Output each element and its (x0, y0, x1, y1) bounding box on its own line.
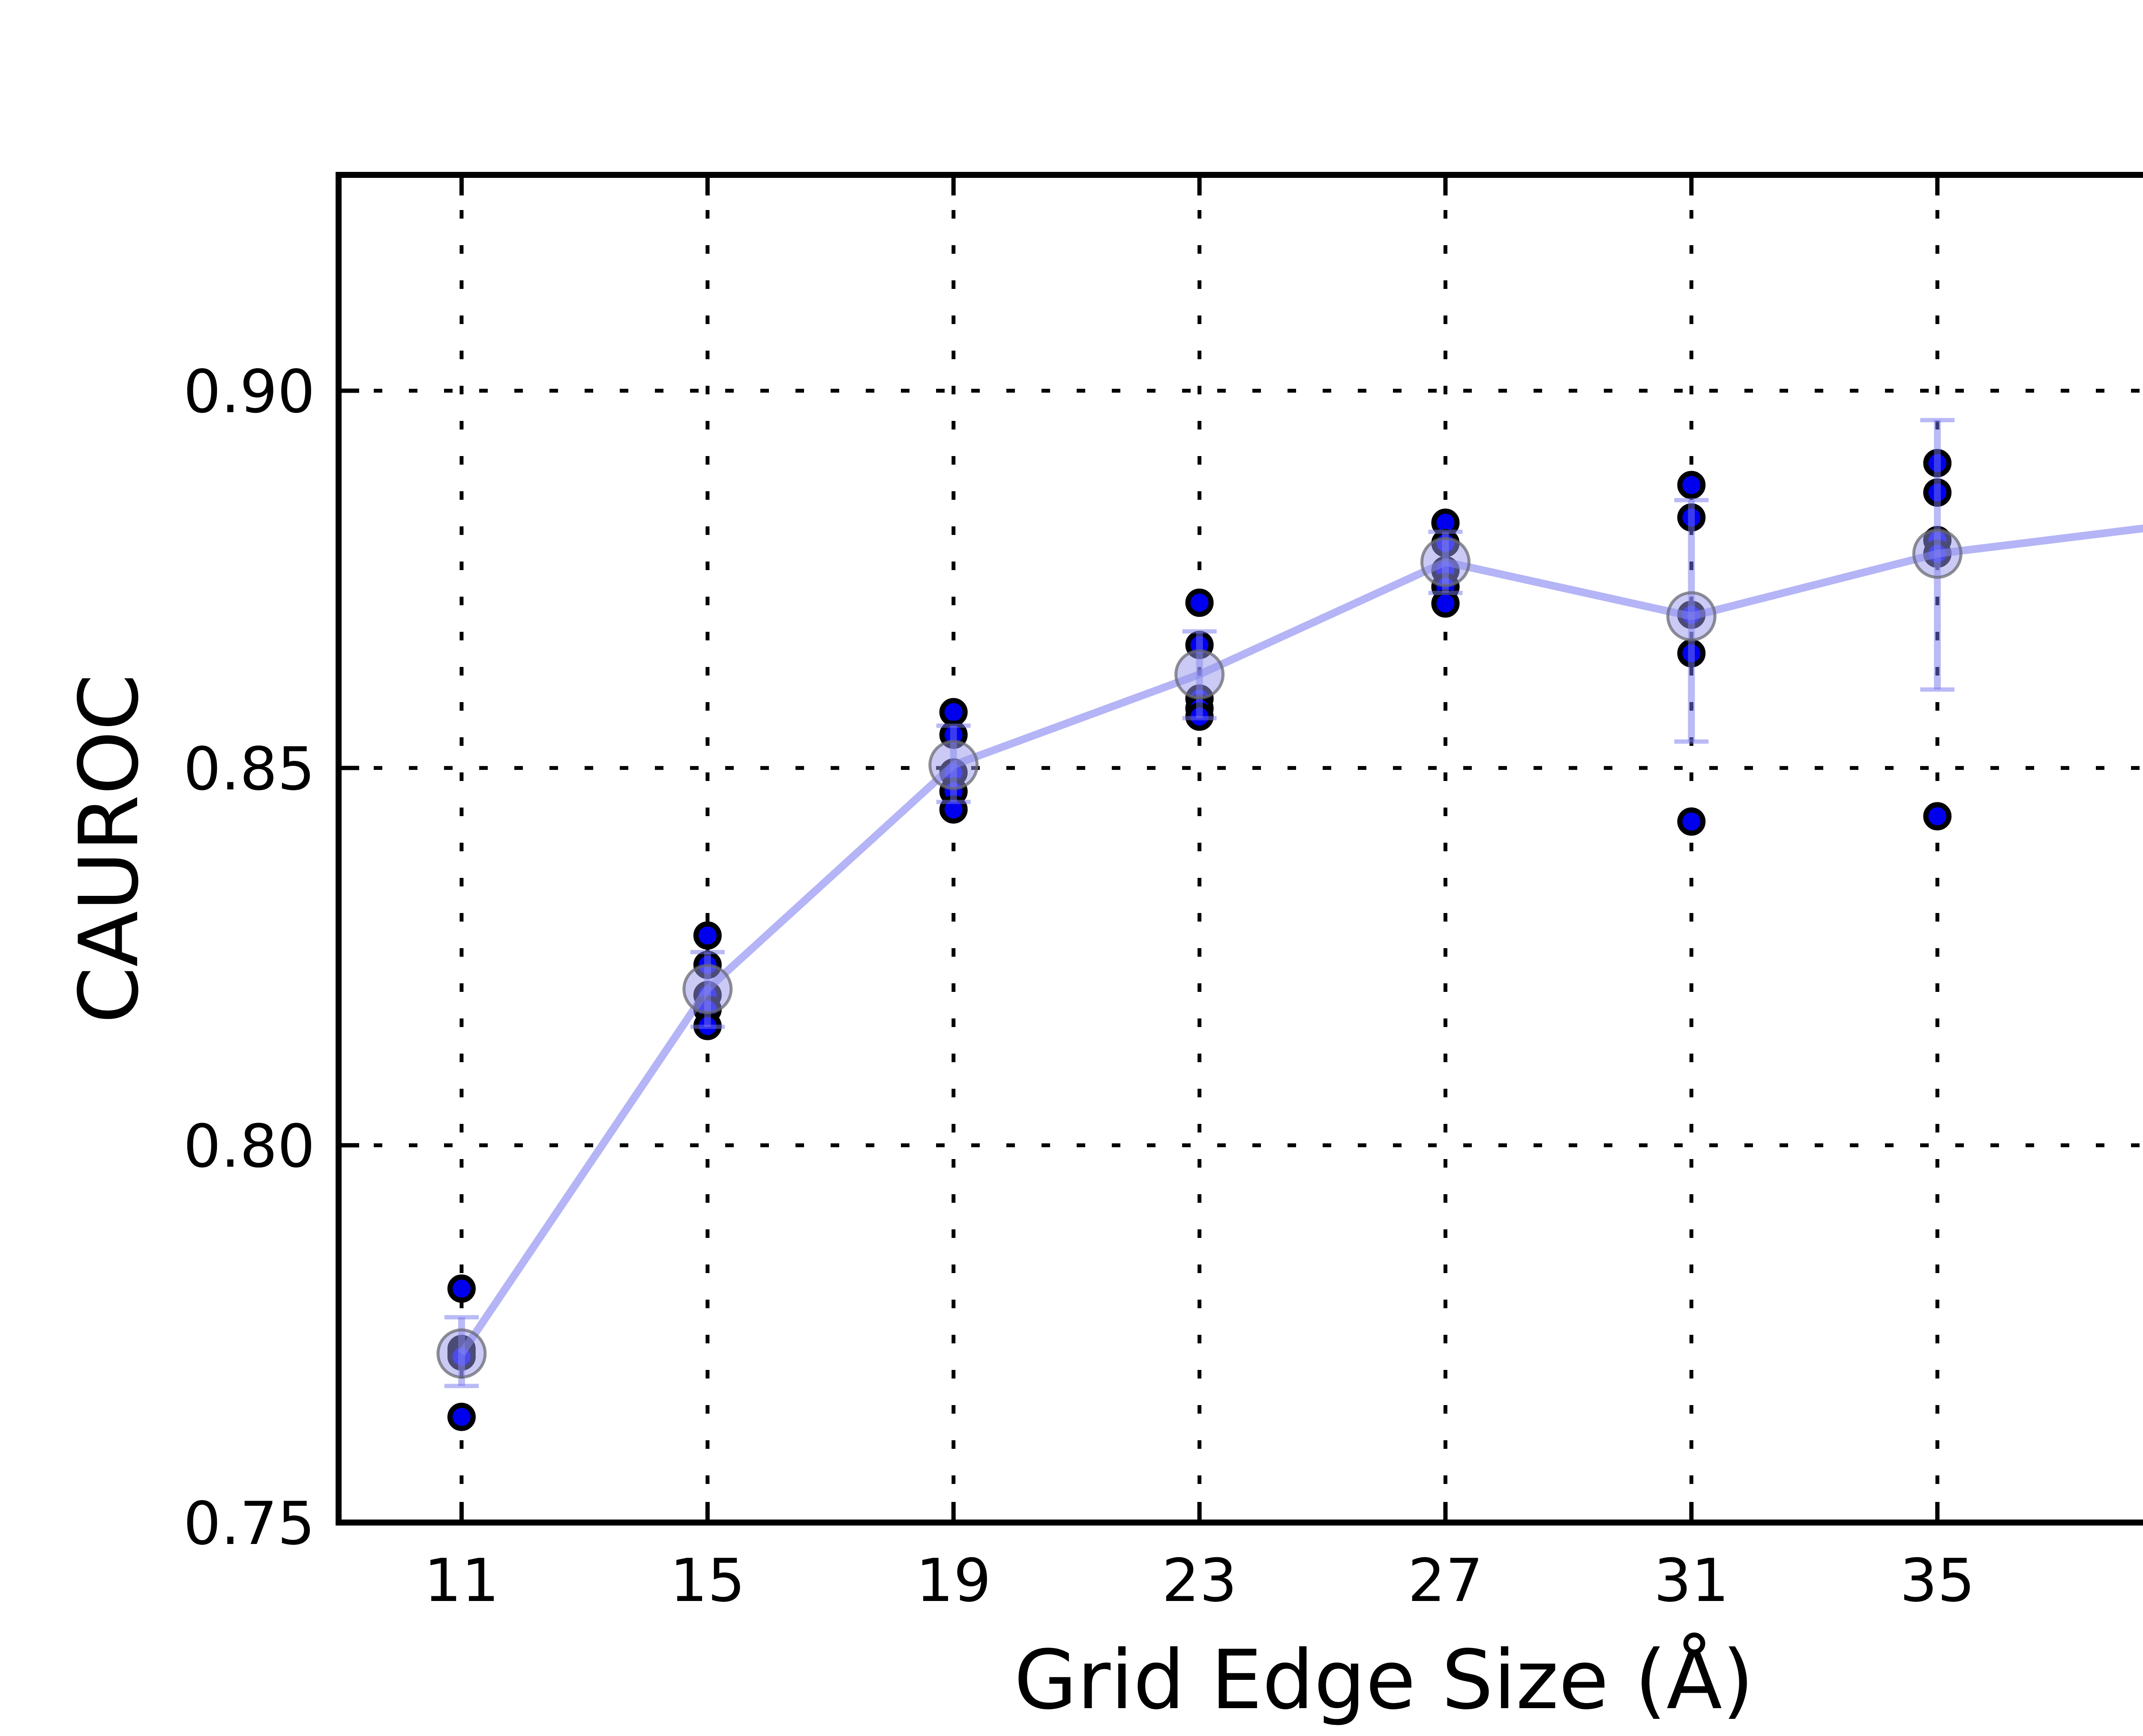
x-tick-label: 35 (1900, 1546, 1975, 1615)
mean-marker (1420, 537, 1471, 587)
mean-marker (928, 740, 979, 790)
mean-marker (436, 1328, 487, 1379)
run-point (447, 1274, 476, 1303)
mean-markers (436, 529, 1963, 1379)
mean-marker (1666, 591, 1717, 642)
grid (339, 175, 2143, 1525)
run-point (1677, 471, 1706, 499)
tick-labels: 11151923273135410.750.800.850.90 (183, 357, 1975, 1615)
mean-marker (682, 964, 733, 1014)
run-point (1923, 802, 1952, 831)
mean-marker (1912, 529, 1963, 579)
run-point (939, 698, 968, 727)
x-tick-label: 11 (424, 1546, 499, 1615)
plot-box (336, 172, 2143, 1526)
x-tick-label: 15 (670, 1546, 745, 1615)
run-point (1677, 807, 1706, 836)
x-axis-title: Grid Edge Size (Å) (1014, 1632, 1754, 1727)
mean-line (458, 524, 2143, 1356)
run-point (1185, 589, 1214, 617)
run-point (447, 1403, 476, 1431)
y-axis-title: CAUROC (62, 674, 156, 1024)
y-tick-label: 0.80 (183, 1112, 315, 1181)
run-point (1431, 589, 1460, 618)
x-tick-label: 31 (1654, 1546, 1729, 1615)
y-tick-label: 0.75 (183, 1489, 315, 1558)
x-tick-label: 23 (1162, 1546, 1237, 1615)
x-tick-label: 19 (916, 1546, 991, 1615)
y-tick-label: 0.85 (183, 735, 315, 804)
mean-marker (1174, 649, 1225, 700)
run-point (693, 921, 722, 950)
y-tick-label: 0.90 (183, 357, 315, 426)
x-tick-label: 27 (1408, 1546, 1483, 1615)
